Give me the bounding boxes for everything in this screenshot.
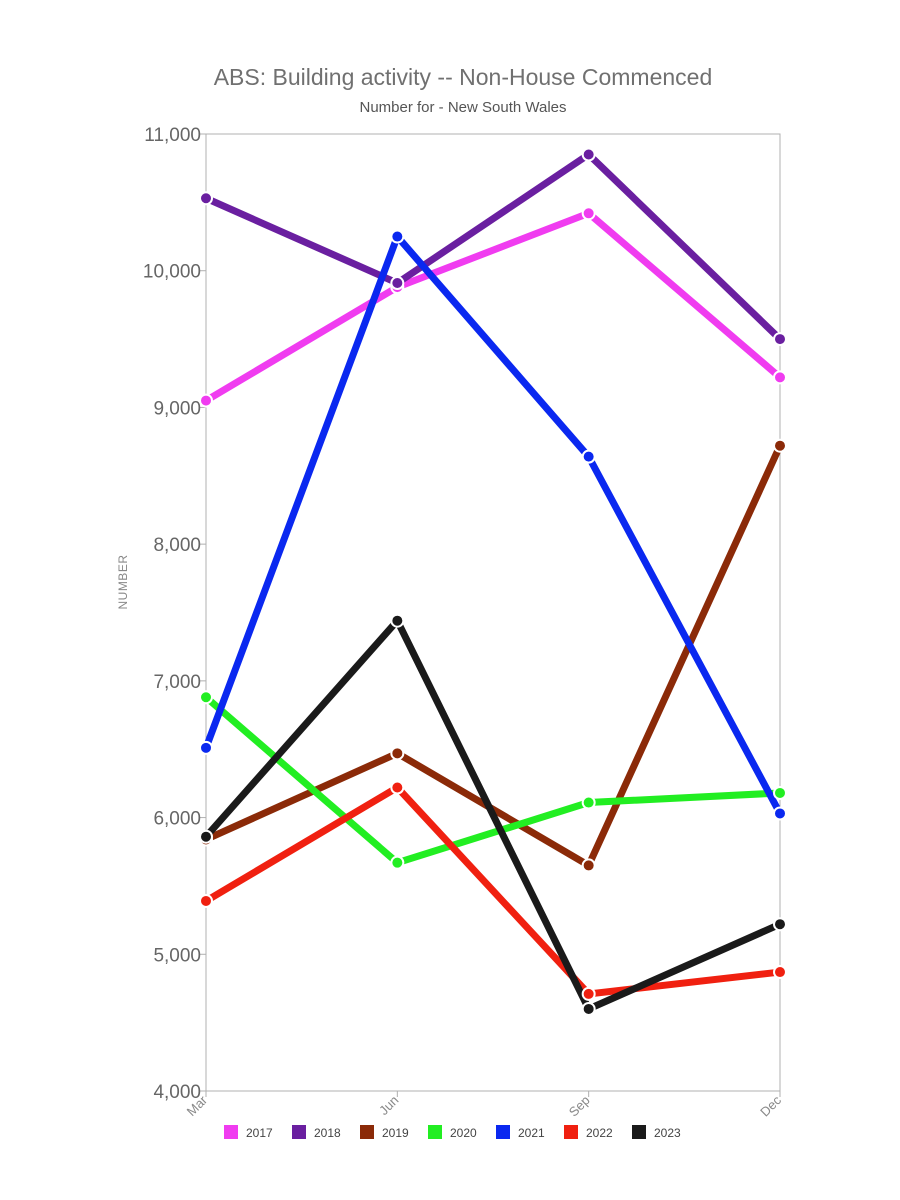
legend-swatch: [428, 1125, 442, 1139]
data-point-2017-Dec: [773, 370, 787, 385]
legend-swatch: [360, 1125, 374, 1139]
data-point-2021-Sep: [581, 449, 596, 464]
data-point-2019-Sep: [581, 858, 596, 873]
y-tick-label: 5,000: [153, 945, 201, 966]
data-point-2022-Dec: [773, 965, 787, 980]
legend-swatch: [564, 1125, 578, 1139]
legend-item-2022[interactable]: 2022: [564, 1125, 613, 1140]
legend-label: 2017: [246, 1126, 273, 1140]
y-tick-label: 7,000: [153, 672, 201, 693]
legend-swatch: [496, 1125, 510, 1139]
legend-label: 2023: [654, 1126, 681, 1140]
legend-swatch: [292, 1125, 306, 1139]
data-point-2019-Dec: [773, 438, 787, 453]
data-point-2020-Dec: [773, 785, 787, 800]
series-lines: [202, 150, 784, 1014]
chart-subtitle: Number for - New South Wales: [359, 99, 566, 116]
y-axis: 4,000 5,000 6,000 7,000 8,000 9,000 10,000 11,0…: [143, 125, 206, 1103]
data-point-2021-Mar: [199, 740, 213, 755]
data-point-2018-Mar: [199, 191, 213, 206]
legend-item-2019[interactable]: 2019: [360, 1125, 409, 1140]
data-point-2021-Jun: [390, 229, 405, 244]
series-line-2021: [202, 229, 784, 816]
y-tick-label: 8,000: [153, 535, 201, 556]
data-point-2017-Mar: [199, 393, 213, 408]
y-axis-label: NUMBER: [116, 554, 130, 609]
chart-title: ABS: Building activity -- Non-House Comm…: [214, 64, 713, 90]
data-point-2017-Sep: [581, 206, 596, 221]
legend-swatch: [632, 1125, 646, 1139]
series-line-2018: [204, 150, 783, 342]
data-point-2022-Mar: [199, 893, 213, 908]
series-line-2020: [203, 694, 781, 867]
data-point-2019-Jun: [390, 746, 405, 761]
y-tick-label: 6,000: [153, 809, 201, 830]
data-point-2022-Jun: [390, 780, 405, 795]
series-line-2023: [203, 614, 782, 1014]
data-point-2018-Dec: [773, 332, 787, 347]
legend-item-2023[interactable]: 2023: [632, 1125, 681, 1140]
series-points: [199, 147, 787, 1016]
data-point-2023-Mar: [199, 829, 213, 844]
legend-item-2017[interactable]: 2017: [224, 1125, 273, 1140]
y-tick-label: 10,000: [143, 262, 201, 283]
data-point-2022-Sep: [581, 986, 596, 1001]
y-tick-label: 11,000: [144, 125, 201, 146]
legend-label: 2020: [450, 1126, 477, 1140]
data-point-2023-Sep: [581, 1001, 596, 1016]
data-point-2023-Dec: [773, 917, 787, 932]
legend-item-2021[interactable]: 2021: [496, 1125, 545, 1140]
x-axis: Mar Jun Sep Dec: [184, 1091, 784, 1119]
data-point-2020-Jun: [390, 855, 405, 870]
data-point-2020-Sep: [581, 795, 596, 810]
legend-label: 2018: [314, 1126, 341, 1140]
data-point-2021-Dec: [773, 806, 787, 821]
legend-label: 2021: [518, 1126, 545, 1140]
legend-swatch: [224, 1125, 238, 1139]
y-tick-label: 4,000: [153, 1082, 201, 1103]
legend[interactable]: 2017 2018 2019 2020 2021 2022 2023: [224, 1125, 681, 1140]
legend-label: 2022: [586, 1126, 613, 1140]
series-line-2022: [204, 783, 781, 998]
data-point-2020-Mar: [199, 690, 213, 705]
plot-area-frame: [205, 133, 781, 1092]
legend-item-2020[interactable]: 2020: [428, 1125, 477, 1140]
data-point-2018-Sep: [581, 147, 596, 162]
y-tick-label: 9,000: [153, 398, 201, 419]
data-point-2023-Jun: [390, 613, 405, 628]
legend-item-2018[interactable]: 2018: [292, 1125, 341, 1140]
series-line-2017: [204, 209, 783, 404]
legend-label: 2019: [382, 1126, 409, 1140]
data-point-2018-Jun: [390, 276, 405, 291]
